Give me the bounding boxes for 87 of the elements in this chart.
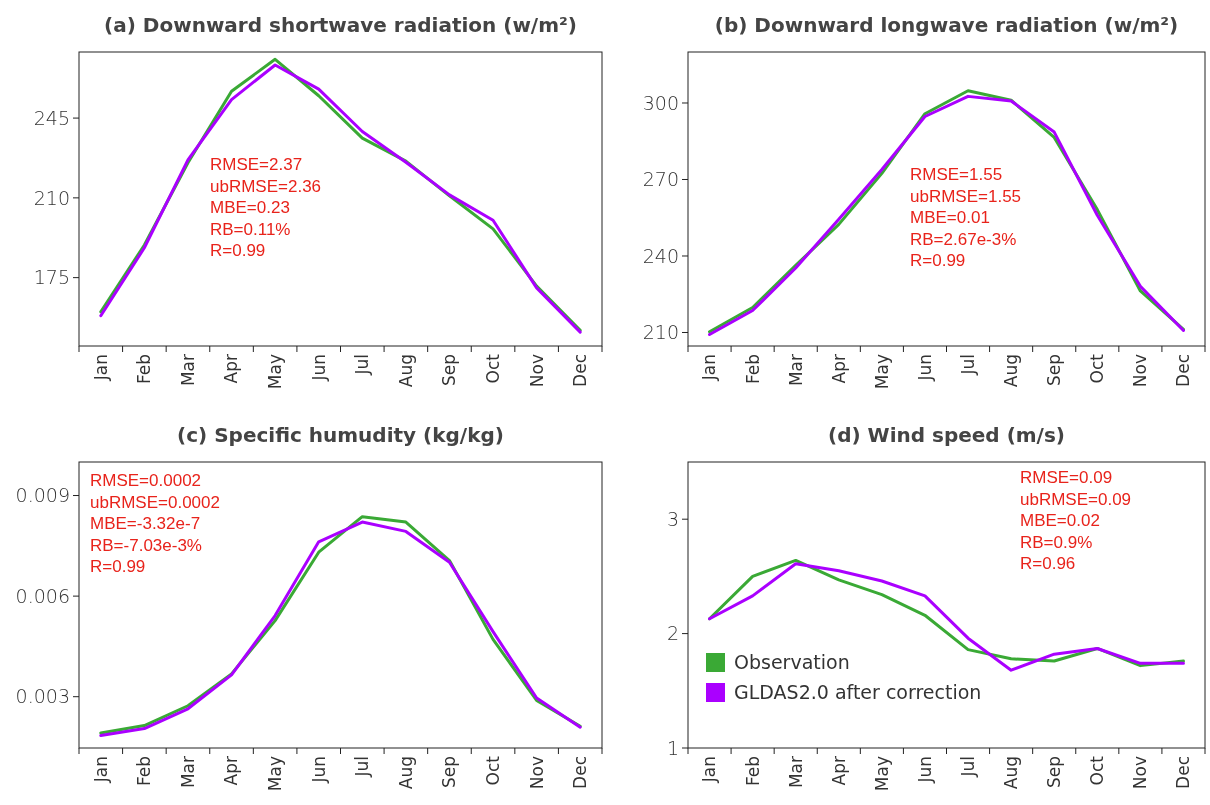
annotation: R=0.99 <box>910 251 966 270</box>
x-tick-label: Mar <box>785 353 806 387</box>
x-tick-label: Oct <box>1087 353 1108 384</box>
annotation: RB=0.9% <box>1020 532 1093 552</box>
x-tick-label: Mar <box>177 755 198 789</box>
x-tick-label: Nov <box>1130 756 1151 790</box>
y-tick-label: 0.009 <box>15 484 70 507</box>
x-tick-label: Aug <box>395 756 416 790</box>
x-tick-label: Jun <box>308 354 329 382</box>
annotation: RMSE=0.09 <box>1020 468 1113 487</box>
annotation: RB=-7.03e-3% <box>90 535 202 555</box>
x-tick-label: Jan <box>699 756 720 784</box>
x-tick-label: Jun <box>914 354 935 382</box>
chart-title: (d) Wind speed (m/s) <box>828 423 1065 447</box>
x-tick-label: Dec <box>1173 354 1194 387</box>
x-tick-label: Sep <box>1044 354 1065 387</box>
chart-title: (b) Downward longwave radiation (w/m²) <box>714 13 1179 37</box>
x-tick-label: Jun <box>914 756 935 784</box>
x-tick-label: May <box>265 354 286 390</box>
x-tick-label: May <box>871 354 892 390</box>
y-tick-label: 240 <box>642 244 679 267</box>
annotation: ubRMSE=0.0002 <box>90 492 220 512</box>
annotation: R=0.96 <box>1020 554 1076 573</box>
y-tick-label: 0.006 <box>15 584 70 607</box>
x-tick-label: Nov <box>1130 354 1151 388</box>
x-tick-label: Nov <box>526 756 547 790</box>
annotation: RB=0.11% <box>210 219 291 239</box>
x-tick-label: Mar <box>785 755 806 789</box>
x-tick-label: Feb <box>742 756 763 787</box>
x-tick-label: Dec <box>570 756 591 789</box>
annotation: RMSE=1.55 <box>910 165 1003 184</box>
x-tick-label: Dec <box>1173 756 1194 789</box>
annotation: MBE=0.23 <box>210 198 290 217</box>
x-tick-label: Feb <box>742 354 763 385</box>
x-tick-label: Dec <box>570 354 591 387</box>
x-tick-label: May <box>871 756 892 792</box>
chart-title: (a) Downward shortwave radiation (w/m²) <box>104 13 577 37</box>
x-tick-label: Jan <box>699 354 720 382</box>
x-tick-label: Nov <box>526 354 547 388</box>
annotation: RMSE=2.37 <box>210 155 303 174</box>
x-tick-label: Feb <box>134 354 155 385</box>
y-tick-label: 1 <box>666 736 679 759</box>
y-tick-label: 210 <box>33 186 70 209</box>
y-tick-label: 0.003 <box>15 685 70 708</box>
x-tick-label: Oct <box>1087 755 1108 786</box>
x-tick-label: Aug <box>1001 756 1022 790</box>
annotation: ubRMSE=2.36 <box>210 176 322 196</box>
x-tick-label: Mar <box>177 353 198 387</box>
x-tick-label: Jan <box>90 354 111 382</box>
x-tick-label: Jul <box>957 354 978 376</box>
legend-label: GLDAS2.0 after correction <box>734 680 982 703</box>
x-tick-label: Sep <box>439 354 460 387</box>
x-tick-label: Apr <box>221 354 242 384</box>
x-tick-label: Jul <box>352 756 373 778</box>
annotation: R=0.99 <box>210 241 266 260</box>
y-tick-label: 270 <box>642 168 679 191</box>
x-tick-label: Feb <box>134 756 155 787</box>
y-tick-label: 175 <box>33 266 70 289</box>
chart-title: (c) Specific humudity (kg/kg) <box>177 423 504 447</box>
annotation: MBE=0.01 <box>910 208 990 227</box>
x-tick-label: Sep <box>1044 756 1065 789</box>
y-tick-label: 210 <box>642 321 679 344</box>
x-tick-label: Oct <box>482 353 503 384</box>
x-tick-label: Jan <box>90 756 111 784</box>
y-tick-label: 2 <box>666 622 679 645</box>
x-tick-label: Oct <box>482 755 503 786</box>
annotation: ubRMSE=0.09 <box>1020 489 1132 509</box>
y-tick-label: 300 <box>642 91 679 114</box>
x-tick-label: Jun <box>308 756 329 784</box>
annotation: RB=2.67e-3% <box>910 229 1017 249</box>
x-tick-label: Apr <box>221 756 242 786</box>
annotation: ubRMSE=1.55 <box>910 186 1022 206</box>
annotation: R=0.99 <box>90 557 146 576</box>
legend-label: Observation <box>734 650 850 673</box>
y-tick-label: 3 <box>666 507 679 530</box>
x-tick-label: Aug <box>395 354 416 388</box>
annotation: MBE=-3.32e-7 <box>90 514 201 533</box>
x-tick-label: Sep <box>439 756 460 789</box>
annotation: MBE=0.02 <box>1020 511 1100 530</box>
x-tick-label: May <box>265 756 286 792</box>
y-tick-label: 245 <box>33 106 70 129</box>
x-tick-label: Aug <box>1001 354 1022 388</box>
x-tick-label: Jul <box>352 354 373 376</box>
x-tick-label: Jul <box>957 756 978 778</box>
x-tick-label: Apr <box>828 354 849 384</box>
annotation: RMSE=0.0002 <box>90 471 202 490</box>
x-tick-label: Apr <box>828 756 849 786</box>
